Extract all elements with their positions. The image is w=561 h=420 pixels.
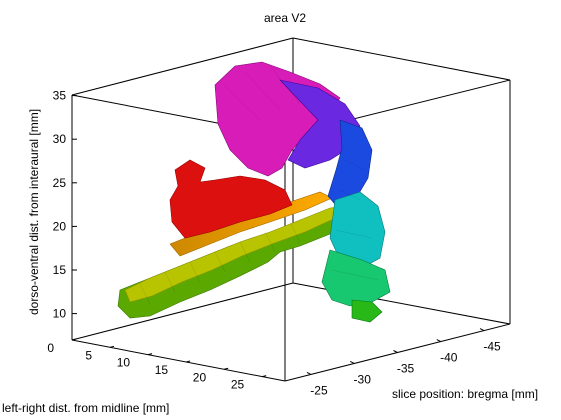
y-tick-label: -30 [354, 372, 372, 386]
x-tick-mark [224, 367, 229, 370]
z-tick-label: 25 [53, 176, 67, 190]
x-axis-ticks: 0 5 10 15 20 25 [47, 338, 267, 392]
x-tick-mark [262, 375, 267, 378]
y-tick-mark [350, 361, 355, 364]
surface-purple-region [279, 79, 361, 169]
x-axis-label: left-right dist. from midline [mm] [2, 401, 169, 415]
x-tick-mark [109, 345, 115, 348]
z-tick-label: 15 [53, 263, 67, 277]
x-tick-label: 15 [155, 363, 169, 377]
y-axis-ticks: -25 -30 -35 -40 -45 [306, 328, 501, 397]
y-tick-label: -40 [440, 351, 458, 365]
x-tick-mark [71, 338, 77, 341]
y-tick-mark [436, 339, 441, 342]
x-tick-label: 5 [85, 348, 92, 362]
x-tick-mark [185, 360, 191, 363]
y-tick-label: -35 [397, 362, 415, 376]
y-tick-mark [306, 371, 312, 375]
z-tick-label: 10 [53, 307, 67, 321]
z-tick-label: 20 [53, 219, 67, 233]
y-tick-label: -45 [483, 340, 501, 354]
chart-title: area V2 [264, 11, 306, 25]
x-tick-label: 10 [117, 356, 131, 370]
y-tick-mark [393, 350, 398, 353]
surface-cyan-region [329, 191, 386, 269]
x-tick-label: 25 [231, 378, 245, 392]
y-tick-mark [479, 328, 485, 332]
surface-mesh [117, 61, 391, 323]
z-axis-label: dorso-ventral dist. from interaural [mm] [27, 109, 41, 315]
z-axis-ticks: 10 15 20 25 30 35 [53, 89, 77, 321]
z-tick-label: 30 [53, 132, 67, 146]
z-tick-label: 35 [53, 89, 67, 103]
y-axis-label: slice position: bregma [mm] [392, 387, 538, 401]
x-tick-label: 0 [47, 341, 54, 355]
surface-green-foot [351, 299, 383, 323]
x-tick-mark [147, 353, 153, 356]
x-tick-label: 20 [193, 370, 207, 384]
y-tick-label: -25 [310, 383, 328, 397]
surface-red-region [169, 159, 293, 239]
